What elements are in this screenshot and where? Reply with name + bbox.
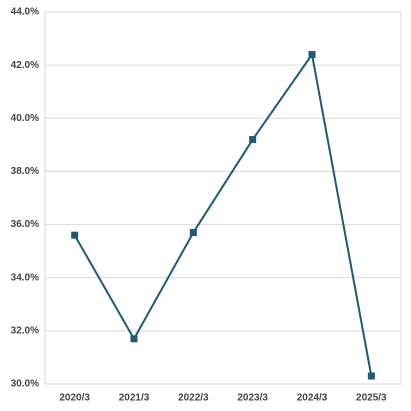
marker: [189, 229, 197, 237]
marker: [130, 335, 138, 343]
y-tick-label: 36.0%: [11, 219, 39, 230]
marker: [308, 51, 316, 59]
x-tick-label: 2021/3: [119, 393, 150, 404]
line: [73, 51, 373, 377]
x-tick-label: 2025/3: [356, 393, 387, 404]
y-tick-label: 44.0%: [11, 7, 39, 18]
x-tick-label: 2024/3: [297, 393, 328, 404]
x-tick-label: 2023/3: [237, 393, 268, 404]
x-tick-label: 2022/3: [178, 393, 209, 404]
marker: [367, 372, 375, 380]
y-tick-label: 42.0%: [11, 60, 39, 71]
marker: [71, 231, 79, 239]
y-tick-label: 38.0%: [11, 166, 39, 177]
x-tick-label: 2020/3: [59, 393, 90, 404]
y-tick-label: 40.0%: [11, 113, 39, 124]
y-tick-label: 34.0%: [11, 272, 39, 283]
y-tick-label: 32.0%: [11, 325, 39, 336]
plot-area: [44, 11, 402, 385]
marker: [249, 136, 257, 144]
y-tick-label: 30.0%: [11, 379, 39, 390]
